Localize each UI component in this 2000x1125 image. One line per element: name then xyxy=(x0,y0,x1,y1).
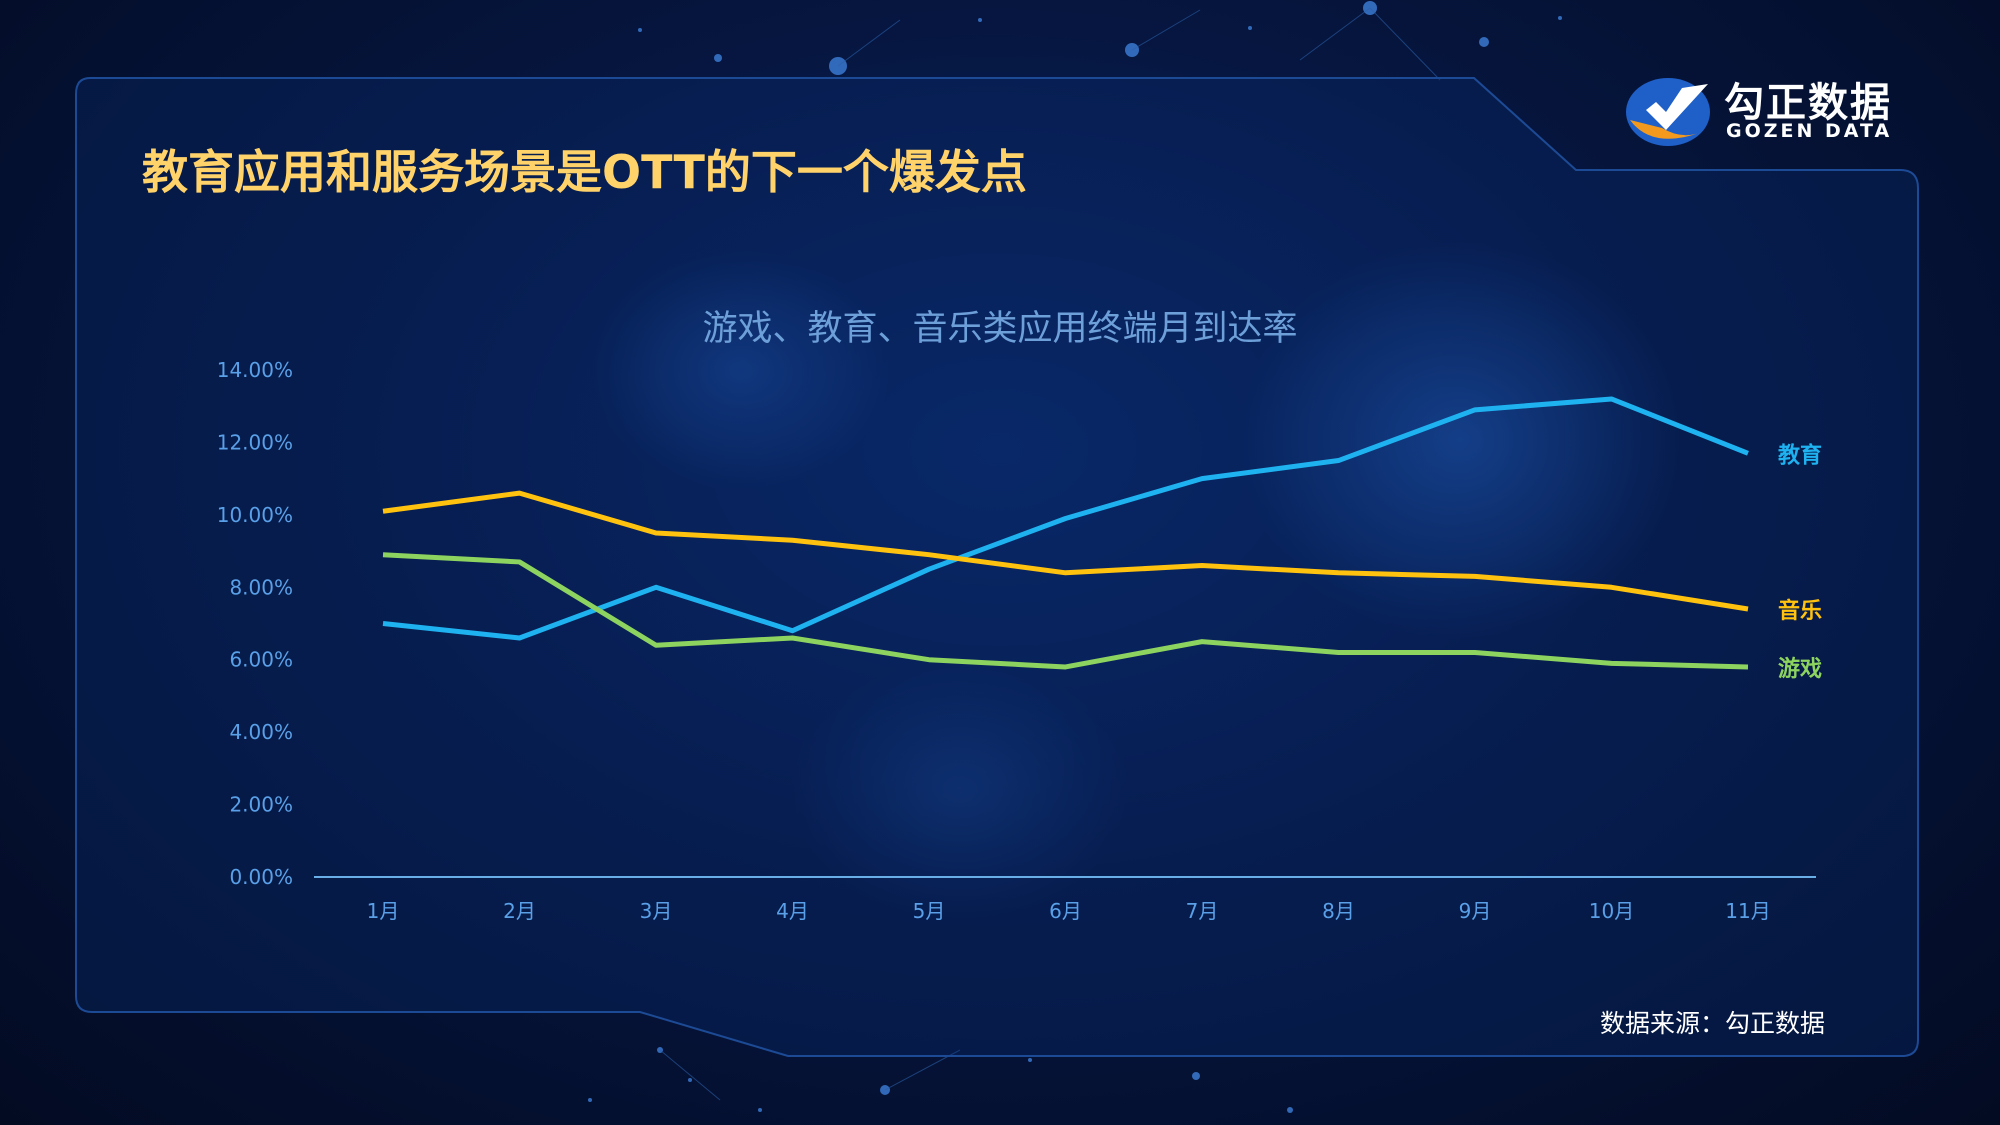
x-tick-label: 1月 xyxy=(367,899,400,923)
data-source: 数据来源：勾正数据 xyxy=(1599,1009,1825,1038)
x-tick-label: 6月 xyxy=(1049,899,1082,923)
series-lines xyxy=(382,396,1749,670)
chart-title: 游戏、教育、音乐类应用终端月到达率 xyxy=(702,309,1297,349)
x-tick-label: 5月 xyxy=(913,899,946,923)
y-tick-label: 14.00% xyxy=(217,358,293,382)
glow-blob xyxy=(1240,240,1680,640)
y-tick-label: 0.00% xyxy=(229,865,293,889)
x-tick-label: 11月 xyxy=(1725,899,1770,923)
gozen-logo-icon xyxy=(1626,78,1710,146)
y-tick-label: 8.00% xyxy=(229,575,293,599)
x-tick-label: 2月 xyxy=(503,899,536,923)
gozen-logo: 勾正数据 GOZEN DATA xyxy=(1622,68,1922,158)
y-axis: 0.00% 2.00% 4.00% 6.00% 8.00% 10.00% 12.00% 14.… xyxy=(217,358,293,889)
x-tick-label: 9月 xyxy=(1459,899,1492,923)
y-tick-label: 12.00% xyxy=(217,430,293,454)
content-frame xyxy=(75,77,1919,1057)
x-tick-label: 3月 xyxy=(640,899,673,923)
page-title: 教育应用和服务场景是OTT的下一个爆发点 xyxy=(142,145,1027,199)
glow-blob xyxy=(790,660,1130,920)
logo-chinese: 勾正数据 xyxy=(1724,80,1892,126)
series-line-教育 xyxy=(382,396,1749,641)
x-axis: 1月 2月 3月 4月 5月 6月 7月 8月 9月 10月 11月 xyxy=(367,899,1771,923)
x-tick-label: 8月 xyxy=(1322,899,1355,923)
y-tick-label: 6.00% xyxy=(229,648,293,672)
y-tick-label: 10.00% xyxy=(217,503,293,527)
series-label: 音乐 xyxy=(1778,598,1822,624)
series-line-游戏 xyxy=(382,552,1749,670)
series-line-音乐 xyxy=(382,490,1749,612)
y-tick-label: 2.00% xyxy=(229,793,293,817)
particle-lines xyxy=(659,7,1441,1101)
y-tick-label: 4.00% xyxy=(229,720,293,744)
x-tick-label: 4月 xyxy=(776,899,809,923)
series-label: 游戏 xyxy=(1778,656,1822,682)
glow-blob xyxy=(590,250,890,490)
x-tick-label: 10月 xyxy=(1589,899,1634,923)
x-tick-label: 7月 xyxy=(1186,899,1219,923)
logo-english: GOZEN DATA xyxy=(1726,120,1893,142)
series-label: 教育 xyxy=(1778,442,1822,468)
